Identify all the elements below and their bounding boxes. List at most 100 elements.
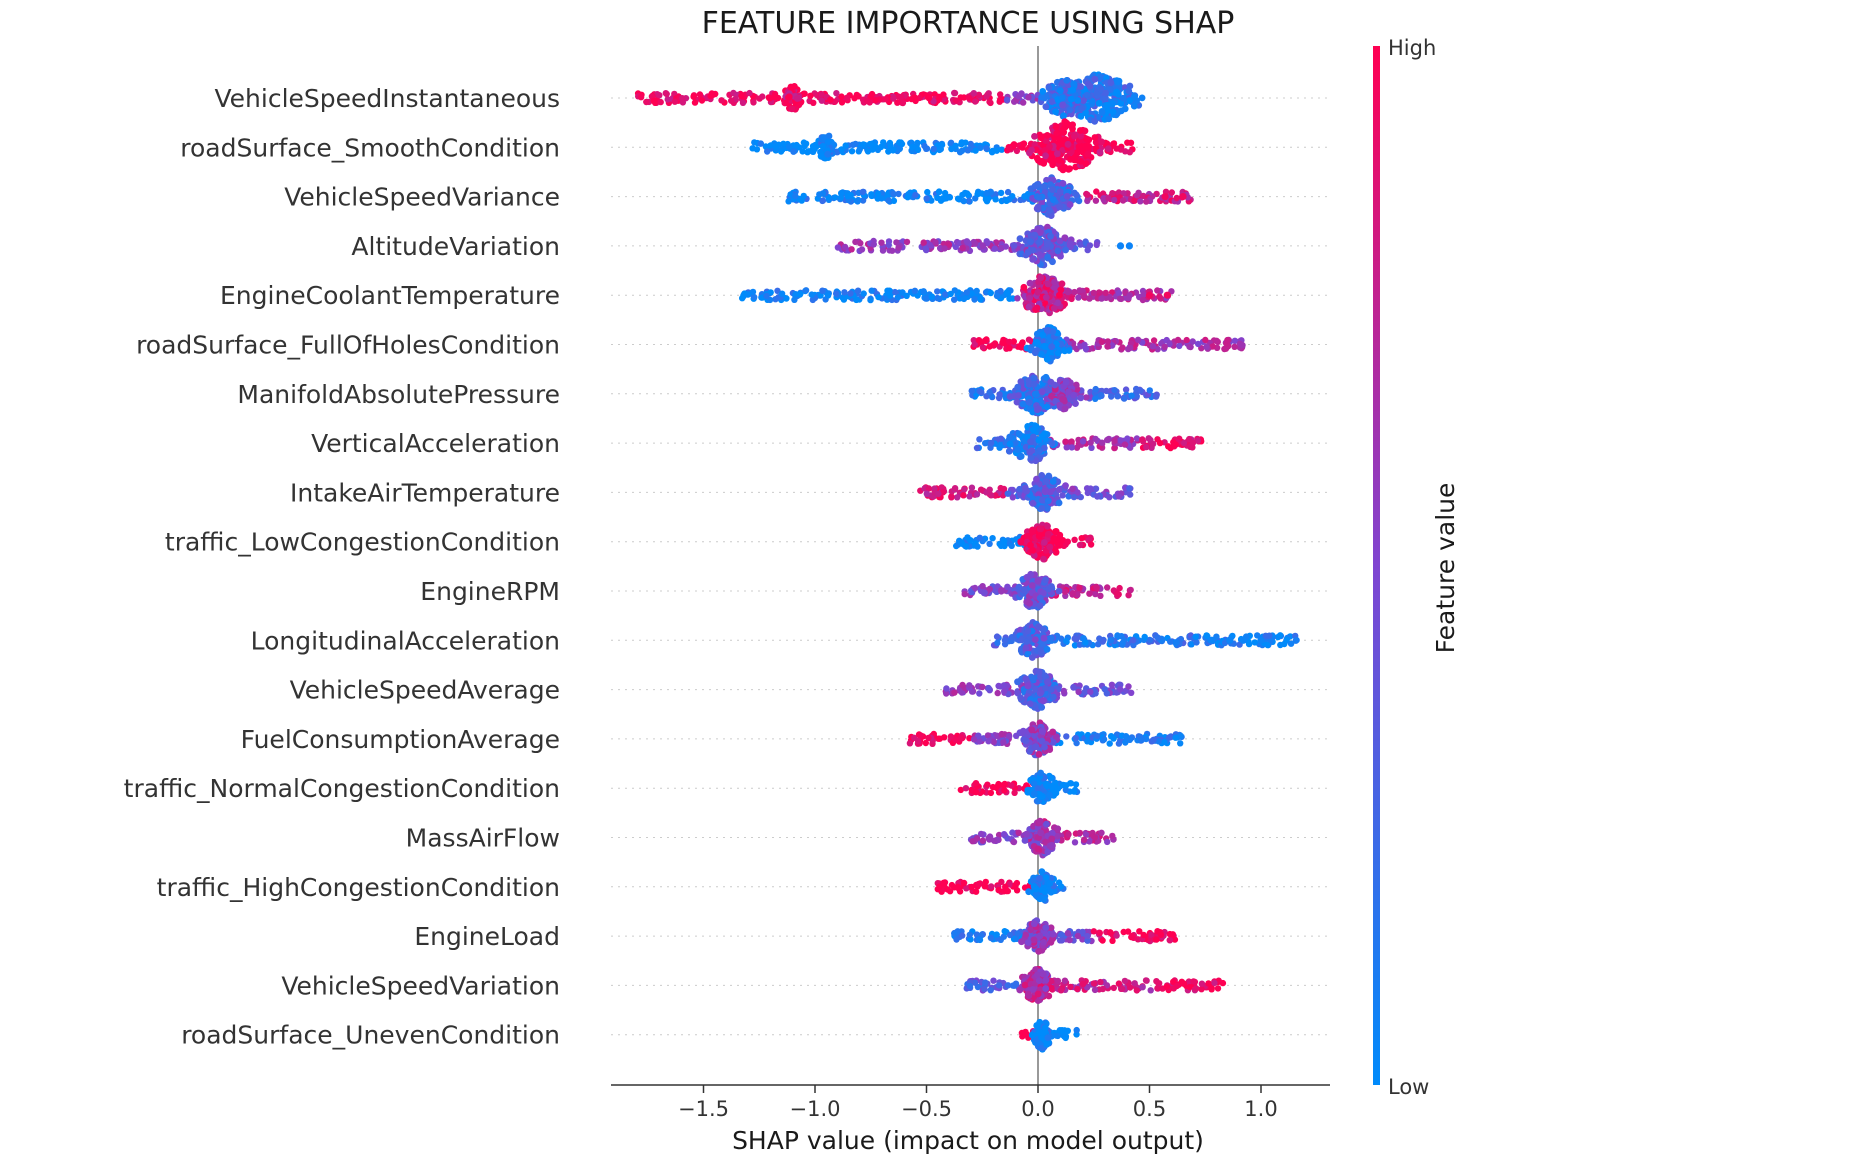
shap-dot — [1001, 787, 1008, 794]
shap-dot — [739, 295, 746, 302]
shap-dot — [824, 150, 832, 158]
shap-dot — [1150, 736, 1157, 743]
shap-dot — [1081, 689, 1088, 696]
shap-dot — [961, 486, 968, 493]
shap-dot — [1031, 182, 1039, 190]
shap-dot — [1020, 99, 1027, 106]
shap-dot — [942, 291, 949, 298]
shap-dot — [958, 734, 965, 741]
shap-dot — [1006, 732, 1013, 740]
shap-dot — [1004, 583, 1011, 590]
shap-dot — [1003, 197, 1010, 204]
shap-dot — [837, 194, 844, 201]
shap-dot — [1100, 196, 1108, 203]
shap-dot — [1039, 728, 1046, 735]
shap-dot — [928, 293, 936, 300]
shap-dot — [1203, 343, 1210, 351]
shap-dot — [988, 439, 995, 447]
shap-dot — [1104, 584, 1111, 591]
shap-dot — [793, 95, 801, 102]
shap-dot — [1019, 144, 1026, 151]
shap-dot — [943, 685, 950, 692]
shap-dot — [1025, 303, 1033, 311]
feature-row — [953, 521, 1095, 563]
shap-dot — [690, 93, 697, 100]
shap-dot — [986, 540, 993, 547]
shap-dot — [924, 188, 931, 196]
shap-dot — [1048, 841, 1056, 849]
shap-dot — [1293, 636, 1300, 644]
shap-dot — [954, 883, 961, 890]
shap-dot — [807, 92, 814, 100]
shap-dot — [1049, 196, 1057, 204]
feature-row — [968, 372, 1160, 417]
shap-dot — [825, 132, 833, 140]
shap-dot — [997, 542, 1005, 549]
shap-dot — [1028, 146, 1035, 154]
shap-dot — [1224, 336, 1231, 344]
shap-dot — [986, 343, 993, 350]
shap-dot — [1001, 688, 1008, 695]
feature-row — [917, 472, 1134, 513]
shap-dot — [1059, 396, 1067, 403]
shap-dot — [890, 95, 897, 102]
shap-dot — [1098, 108, 1106, 116]
shap-dot — [1002, 883, 1009, 890]
shap-dot — [1102, 89, 1109, 97]
shap-dot — [1071, 536, 1078, 543]
shap-dot — [982, 440, 989, 447]
shap-dot — [841, 243, 849, 251]
shap-dot — [1055, 157, 1063, 164]
shap-dot — [1040, 342, 1048, 350]
shap-dot — [1035, 668, 1043, 676]
shap-dots — [634, 71, 1300, 1053]
shap-dot — [1106, 494, 1113, 501]
shap-dot — [691, 99, 699, 106]
shap-dot — [898, 93, 905, 101]
shap-dot — [1048, 343, 1056, 351]
shap-dot — [915, 738, 922, 745]
shap-dot — [1098, 338, 1106, 345]
shap-dot — [698, 97, 706, 104]
shap-dot — [1068, 444, 1076, 451]
shap-dot — [1031, 133, 1038, 140]
shap-dot — [1087, 485, 1094, 492]
shap-dot — [1097, 392, 1105, 399]
shap-dot — [1149, 343, 1157, 350]
shap-dot — [796, 291, 804, 298]
shap-dot — [1064, 140, 1072, 148]
shap-dot — [1029, 528, 1036, 536]
shap-dot — [1090, 289, 1098, 297]
shap-dot — [963, 543, 970, 550]
shap-dot — [1042, 684, 1049, 692]
shap-dot — [818, 91, 825, 98]
shap-dot — [930, 145, 937, 153]
shap-dot — [1048, 782, 1056, 790]
shap-dot — [972, 888, 980, 895]
shap-dot — [1078, 105, 1085, 112]
shap-dot — [1056, 188, 1064, 196]
shap-dot — [1086, 242, 1094, 249]
shap-dot — [1208, 636, 1216, 644]
shap-dot — [1002, 243, 1009, 250]
feature-row — [957, 769, 1081, 805]
shap-dot — [1113, 145, 1120, 152]
shap-dot — [1245, 640, 1253, 648]
shap-dot — [1127, 491, 1134, 498]
shap-dot — [766, 95, 774, 102]
shap-dot — [885, 148, 892, 155]
shap-dot — [1072, 635, 1079, 643]
shap-dot — [1047, 232, 1054, 240]
shap-dot — [1037, 274, 1045, 282]
shap-dot — [1076, 127, 1084, 134]
shap-dot — [961, 590, 968, 598]
shap-dot — [798, 197, 805, 204]
shap-dot — [637, 94, 645, 101]
shap-dot — [1083, 135, 1090, 143]
shap-dot — [1055, 587, 1063, 595]
shap-dot — [989, 535, 996, 542]
shap-dot — [824, 138, 832, 146]
shap-dot — [1104, 338, 1112, 345]
shap-dot — [1017, 342, 1024, 349]
shap-dot — [819, 190, 827, 197]
